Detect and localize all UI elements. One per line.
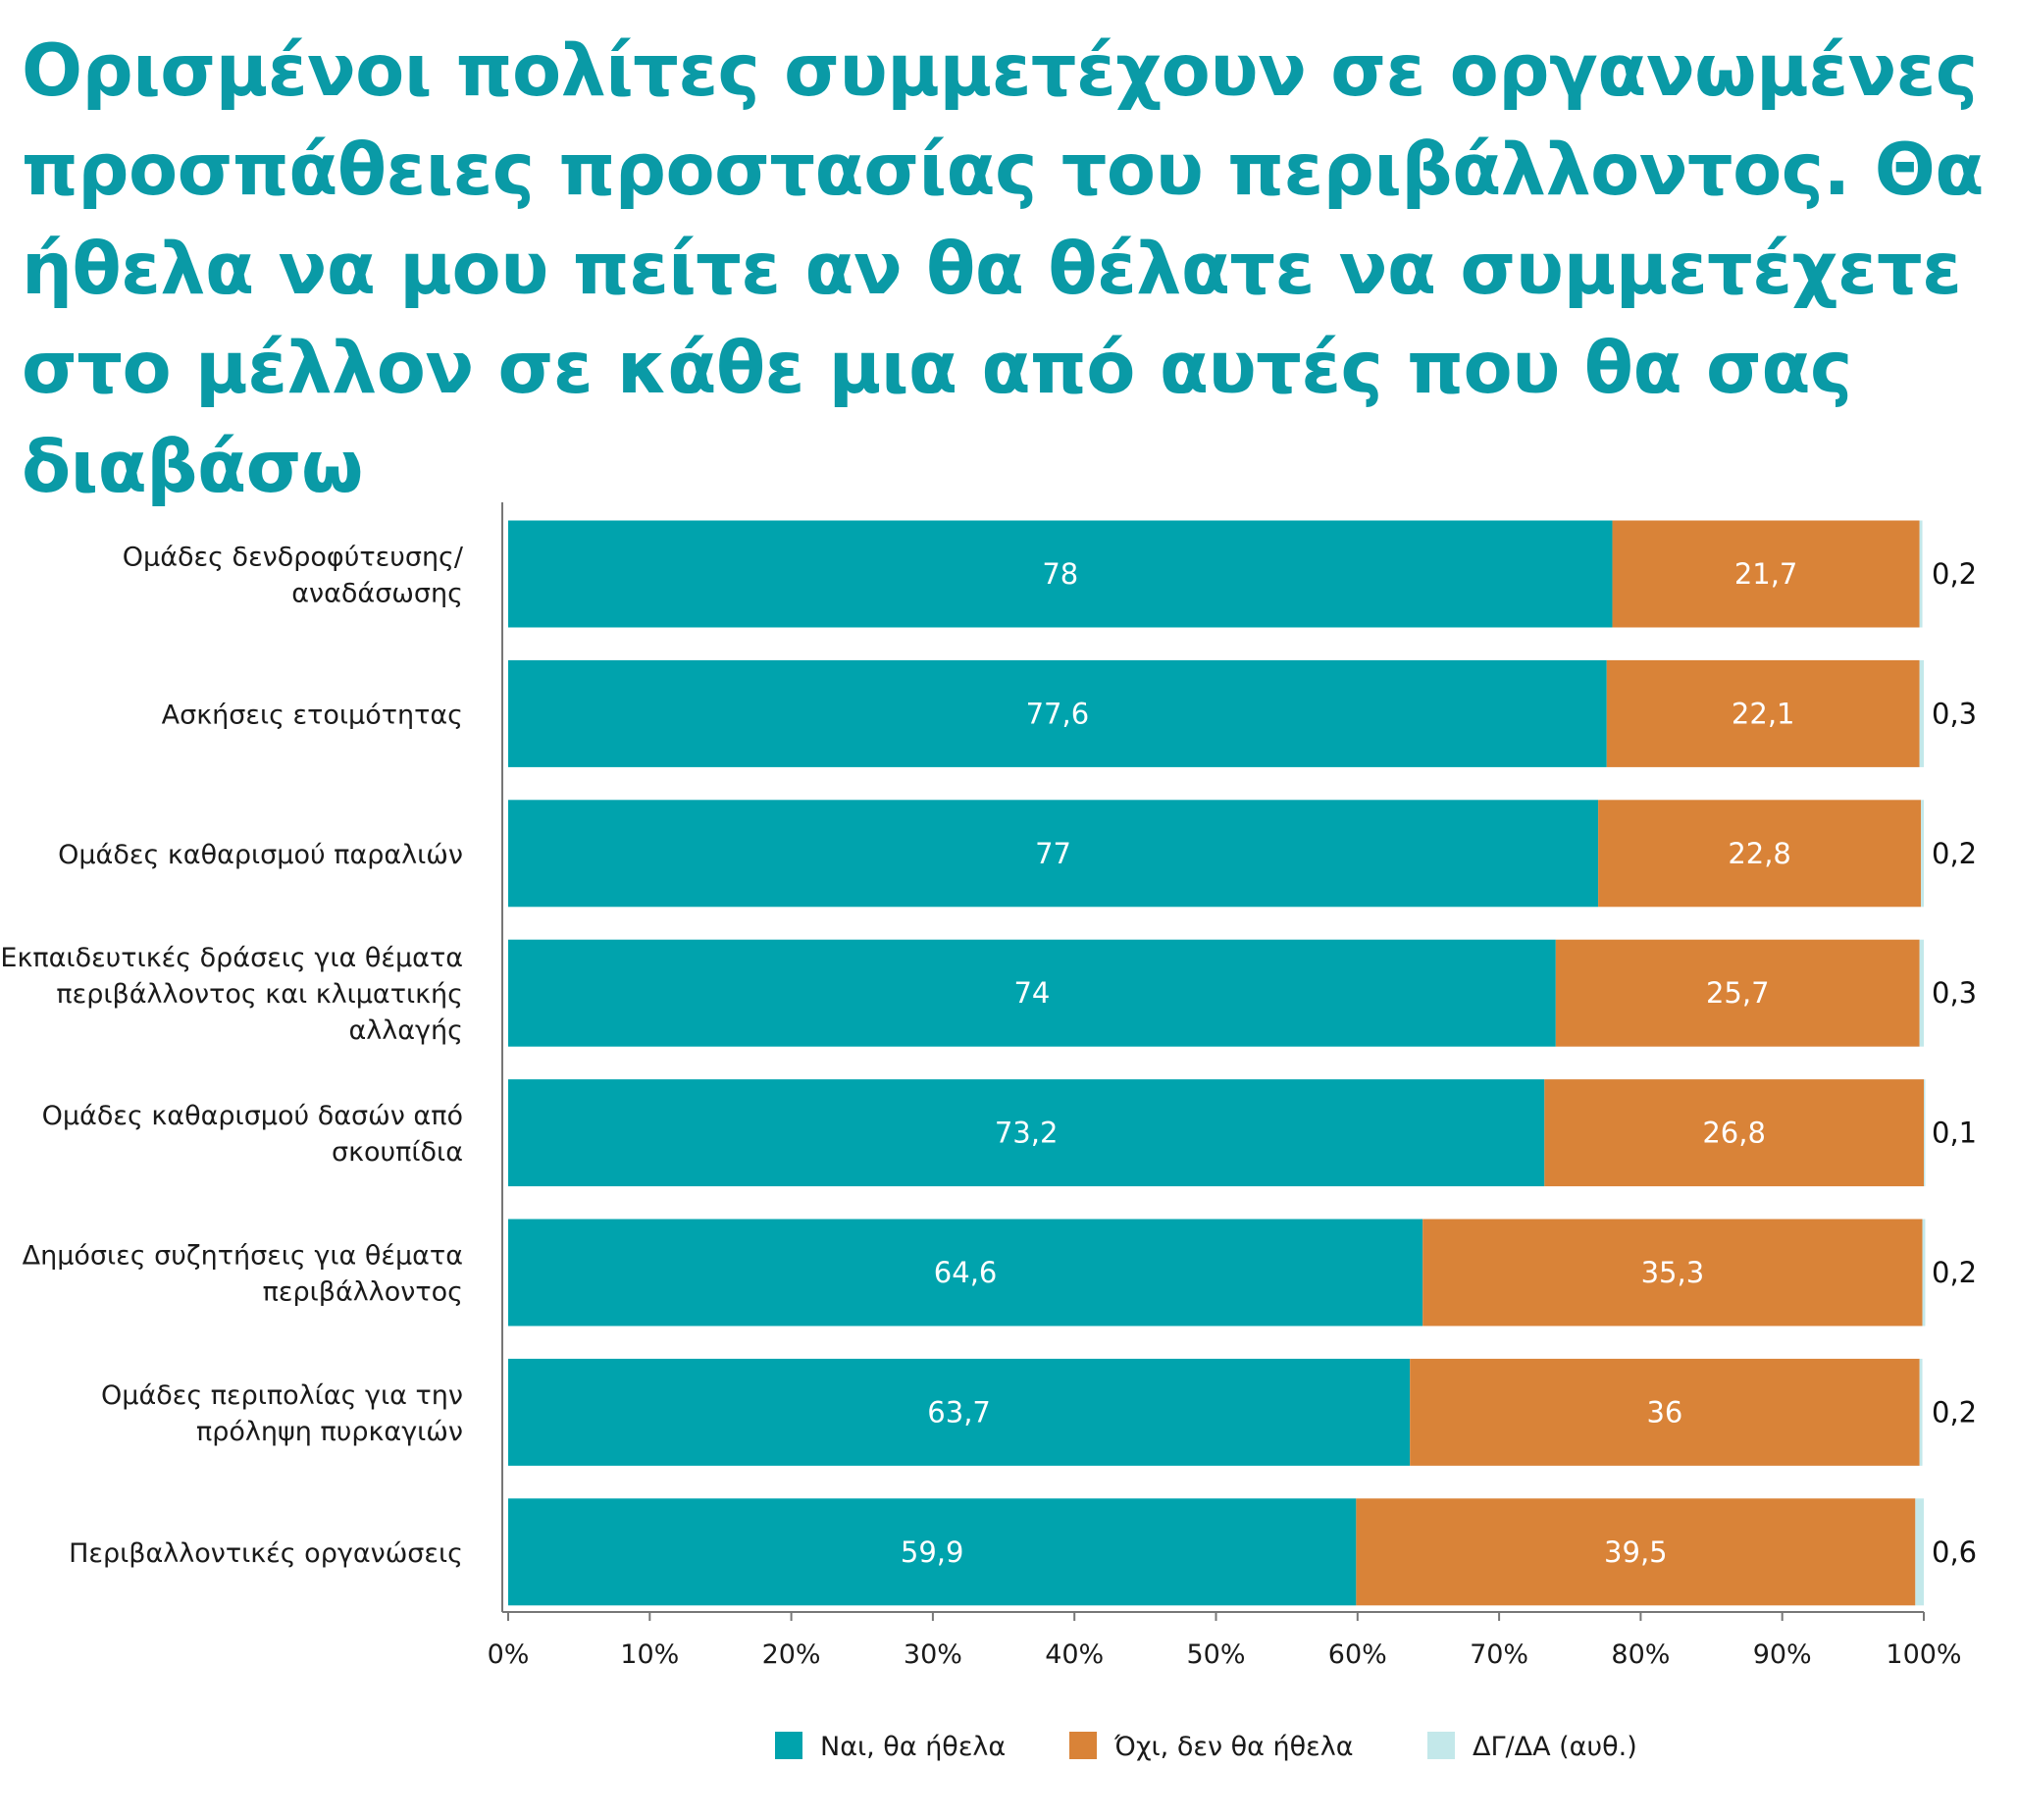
- bar-segment: [1612, 520, 1920, 628]
- bar-segment: [1598, 800, 1922, 908]
- legend-label: Ναι, θα ήθελα: [820, 1732, 1006, 1762]
- category-label: αναδάσωσης: [291, 579, 463, 609]
- category-label: σκουπίδια: [332, 1137, 463, 1168]
- category-label: Περιβαλλοντικές οργανώσεις: [69, 1538, 463, 1569]
- bar-segment: [1356, 1498, 1916, 1606]
- category-label: Δημόσιες συζητήσεις για θέματα: [23, 1241, 463, 1272]
- x-tick-label: 30%: [904, 1639, 962, 1670]
- data-label: 0,2: [1932, 1256, 1977, 1289]
- chart-title: Ορισμένοι πολίτες συμμετέχουν σε οργανωμ…: [22, 29, 1984, 509]
- bar-segment: [508, 939, 1556, 1047]
- bar-segment: [1410, 1358, 1920, 1466]
- bar-segment: [508, 1358, 1411, 1466]
- category-label: αλλαγής: [349, 1015, 464, 1046]
- bar-segment: [1922, 1219, 1926, 1326]
- data-label: 78: [1042, 557, 1078, 591]
- data-label: 64,6: [934, 1256, 998, 1289]
- category-label: Ομάδες καθαρισμού δασών από: [42, 1101, 463, 1131]
- category-label: Ομάδες καθαρισμού παραλιών: [58, 840, 463, 870]
- category-label: πρόληψη πυρκαγιών: [196, 1417, 463, 1447]
- bar-segment: [508, 1219, 1423, 1326]
- data-label: 77,6: [1026, 697, 1090, 730]
- x-tick-label: 20%: [762, 1639, 821, 1670]
- bar-segment: [1606, 659, 1920, 767]
- data-label: 0,2: [1932, 1395, 1977, 1429]
- x-tick-label: 60%: [1328, 1639, 1387, 1670]
- bar-segment: [508, 520, 1613, 628]
- x-tick-label: 50%: [1186, 1639, 1245, 1670]
- x-tick-label: 100%: [1886, 1639, 1961, 1670]
- legend-swatch: [775, 1732, 802, 1759]
- data-label: 0,3: [1932, 697, 1977, 730]
- bar-segment: [1915, 1498, 1924, 1606]
- bar-segment: [1919, 659, 1924, 767]
- data-label: 73,2: [995, 1117, 1059, 1150]
- bar-segment: [1555, 939, 1920, 1047]
- category-label: Εκπαιδευτικές δράσεις για θέματα: [0, 943, 463, 973]
- bar-segment: [1422, 1219, 1923, 1326]
- data-label: 74: [1013, 976, 1050, 1010]
- data-label: 0,1: [1932, 1117, 1977, 1150]
- legend-swatch: [1069, 1732, 1097, 1759]
- labels-layer: 78 21,7 0,2 Ομάδες δενδροφύτευσης/αναδάσωση…: [0, 543, 1977, 1569]
- bar-segment: [1919, 939, 1924, 1047]
- data-label: 21,7: [1734, 557, 1798, 591]
- bar-segment: [1924, 1079, 1926, 1187]
- data-label: 22,1: [1732, 697, 1795, 730]
- data-label: 77: [1035, 837, 1071, 870]
- category-label: Ομάδες περιπολίας για την: [101, 1380, 463, 1411]
- data-label: 0,2: [1932, 837, 1977, 870]
- data-label: 0,6: [1932, 1535, 1977, 1569]
- category-label: Ομάδες δενδροφύτευσης/: [123, 543, 464, 573]
- x-tick-label: 0%: [488, 1639, 530, 1670]
- x-tick-label: 40%: [1045, 1639, 1104, 1670]
- data-label: 25,7: [1706, 976, 1770, 1010]
- legend: Ναι, θα ήθελα Όχι, δεν θα ήθελα ΔΓ/ΔΑ (αυθ…: [775, 1732, 1637, 1762]
- legend-label: ΔΓ/ΔΑ (αυθ.): [1473, 1732, 1637, 1762]
- data-label: 22,8: [1728, 837, 1791, 870]
- bar-segment: [508, 800, 1599, 908]
- data-label: 26,8: [1702, 1117, 1766, 1150]
- bars-layer: [508, 520, 1926, 1606]
- category-label: περιβάλλοντος: [263, 1277, 463, 1308]
- bar-segment: [1919, 1358, 1923, 1466]
- x-axis: 0% 10% 20% 30% 40% 50% 60% 70% 80% 90% 100%: [488, 502, 1962, 1670]
- legend-swatch: [1427, 1732, 1455, 1759]
- category-label: περιβάλλοντος και κλιματικής: [56, 979, 463, 1010]
- x-tick-label: 90%: [1753, 1639, 1812, 1670]
- bar-segment: [1544, 1079, 1924, 1187]
- category-label: Ασκήσεις ετοιμότητας: [162, 700, 463, 730]
- bar-segment: [1921, 800, 1924, 908]
- x-tick-label: 10%: [620, 1639, 679, 1670]
- data-label: 0,2: [1932, 557, 1977, 591]
- bar-segment: [508, 1079, 1545, 1187]
- data-label: 39,5: [1604, 1535, 1668, 1569]
- legend-label: Όχι, δεν θα ήθελα: [1113, 1732, 1354, 1762]
- data-label: 0,3: [1932, 976, 1977, 1010]
- data-label: 59,9: [901, 1535, 964, 1569]
- data-label: 36: [1646, 1395, 1682, 1429]
- data-label: 63,7: [927, 1395, 991, 1429]
- bar-segment: [508, 659, 1607, 767]
- data-label: 35,3: [1641, 1256, 1705, 1289]
- bar-segment: [508, 1498, 1357, 1606]
- x-tick-label: 80%: [1611, 1639, 1670, 1670]
- bar-segment: [1919, 520, 1923, 628]
- x-tick-label: 70%: [1470, 1639, 1528, 1670]
